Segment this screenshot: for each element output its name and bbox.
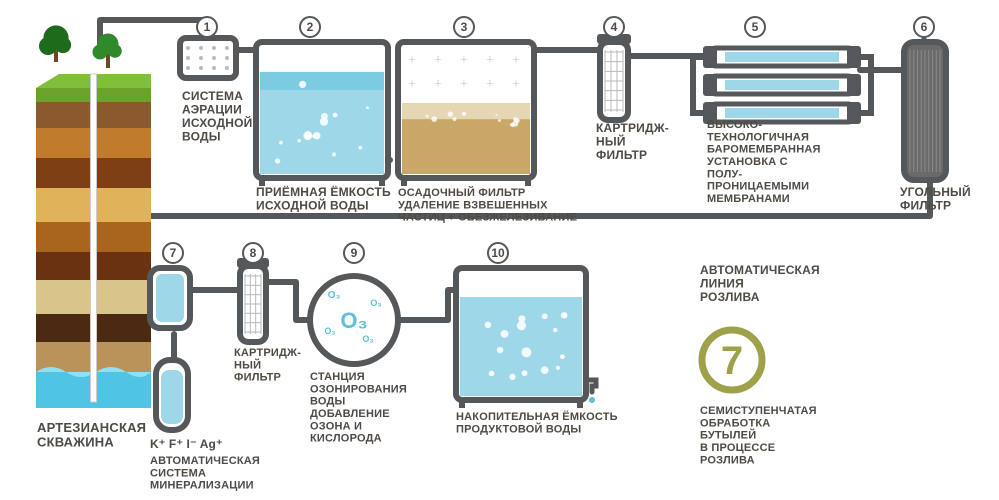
stage3-tank: +++++++++++++++++++++++++ — [398, 42, 534, 178]
stage2-tank — [256, 42, 388, 178]
svg-text:+: + — [408, 53, 416, 68]
artesian-well — [36, 25, 151, 408]
svg-text:+: + — [486, 77, 494, 92]
svg-text:+: + — [512, 53, 520, 68]
stage10-tank — [456, 268, 586, 400]
svg-text:K⁺ F⁺ I⁻ Ag⁺: K⁺ F⁺ I⁻ Ag⁺ — [150, 437, 223, 451]
svg-text:O₃: O₃ — [328, 290, 341, 301]
svg-text:O₃: O₃ — [370, 298, 381, 308]
svg-text:+: + — [460, 77, 468, 92]
svg-text:6: 6 — [921, 20, 928, 34]
svg-text:5: 5 — [752, 20, 759, 34]
bottling-digit: 7 — [721, 339, 743, 383]
svg-text:4: 4 — [611, 20, 618, 34]
svg-text:+: + — [486, 53, 494, 68]
svg-text:+: + — [434, 77, 442, 92]
svg-text:+: + — [460, 53, 468, 68]
svg-text:O₃: O₃ — [340, 308, 367, 333]
svg-text:7: 7 — [170, 246, 177, 260]
svg-text:8: 8 — [250, 246, 257, 260]
svg-text:2: 2 — [307, 20, 314, 34]
svg-text:+: + — [434, 53, 442, 68]
svg-text:O₃: O₃ — [362, 334, 373, 344]
svg-text:+: + — [408, 77, 416, 92]
svg-text:10: 10 — [491, 246, 505, 260]
svg-text:3: 3 — [461, 20, 468, 34]
svg-text:O₃: O₃ — [324, 326, 335, 336]
svg-text:9: 9 — [351, 246, 358, 260]
svg-text:+: + — [512, 77, 520, 92]
svg-text:1: 1 — [204, 20, 211, 34]
